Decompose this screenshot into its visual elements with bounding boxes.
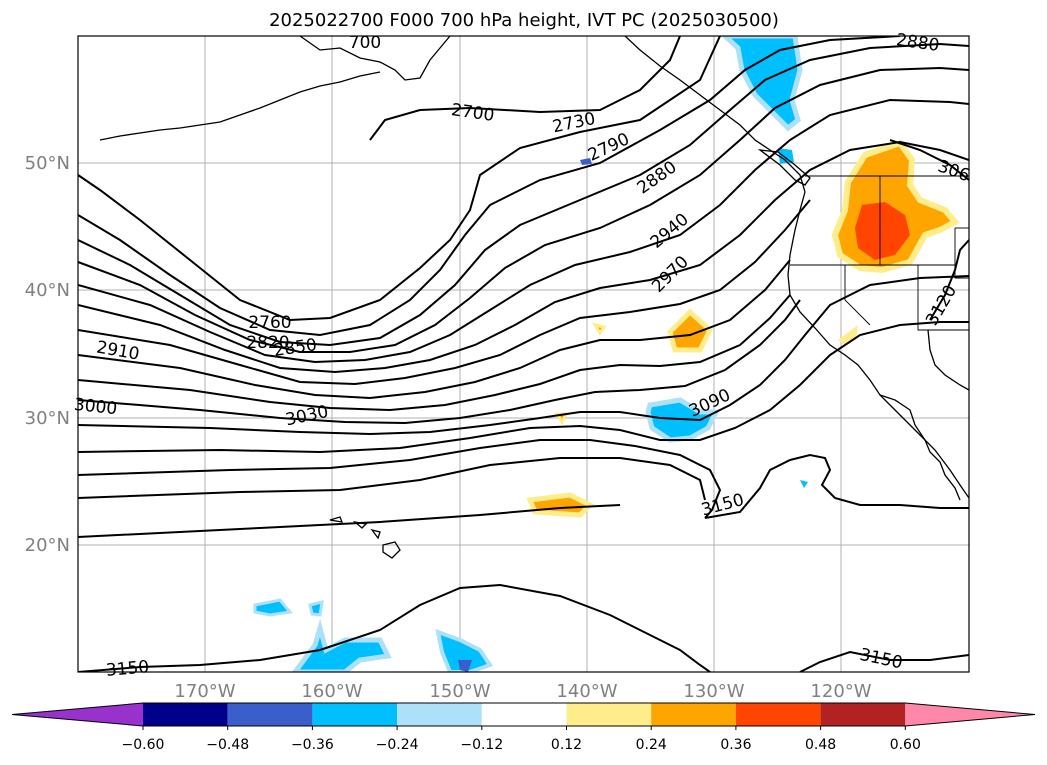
contour-label: 700 (349, 33, 381, 53)
colorbar-tick-label: −0.12 (460, 737, 503, 753)
height-contours (78, 36, 969, 672)
colorbar-tick-label: 0.60 (890, 737, 921, 753)
lat-label: 20°N (25, 535, 70, 556)
colorbar-tick-label: 0.36 (720, 737, 751, 753)
lon-label: 130°W (683, 681, 744, 702)
colorbar-extend-min (12, 703, 143, 726)
lon-label: 140°W (556, 681, 617, 702)
colorbar-tick-label: −0.60 (122, 737, 165, 753)
colorbar-tick-label: 0.24 (636, 737, 667, 753)
colorbar-tick-label: −0.48 (206, 737, 249, 753)
lon-label: 160°W (301, 681, 362, 702)
colorbar-segment (397, 703, 482, 726)
lon-label: 170°W (174, 681, 235, 702)
gridlines (78, 36, 969, 672)
colorbar-segment (143, 703, 228, 726)
colorbar-segment (312, 703, 398, 726)
lat-label: 50°N (25, 153, 70, 174)
contour-label: 3150 (105, 657, 150, 681)
colorbar-segment (651, 703, 736, 726)
map-title: 2025022700 F000 700 hPa height, IVT PC (… (269, 10, 779, 31)
colorbar-segment (227, 703, 313, 726)
contour-label: 3000 (73, 395, 118, 419)
colorbar-tick-label: −0.24 (376, 737, 419, 753)
map-frame (77, 35, 970, 673)
lat-labels: 50°N 40°N 30°N 20°N (25, 153, 70, 556)
lon-labels: 170°W 160°W 150°W 140°W 130°W 120°W (174, 681, 871, 702)
colorbar-segment (481, 703, 567, 726)
coastlines (99, 36, 969, 559)
map-area (78, 36, 969, 672)
lon-label: 150°W (429, 681, 490, 702)
colorbar-segment (735, 703, 821, 726)
colorbar-tick-label: −0.36 (291, 737, 334, 753)
colorbar-tick-label: 0.48 (805, 737, 836, 753)
colorbar-tick-label: 0.12 (551, 737, 582, 753)
lon-label: 120°W (810, 681, 871, 702)
colorbar-segment (820, 703, 906, 726)
political-borders (790, 175, 969, 331)
colorbar-extend-max (905, 703, 1035, 726)
lat-label: 30°N (25, 408, 70, 429)
contour-label: 2760 (248, 313, 291, 333)
contour-label: 2820 (246, 333, 289, 353)
colorbar-segment (566, 703, 652, 726)
colorbar: −0.60 −0.48 −0.36 −0.24 −0.12 0.12 0.24 0.36 0.4… (11, 702, 1036, 753)
lat-label: 40°N (25, 280, 70, 301)
